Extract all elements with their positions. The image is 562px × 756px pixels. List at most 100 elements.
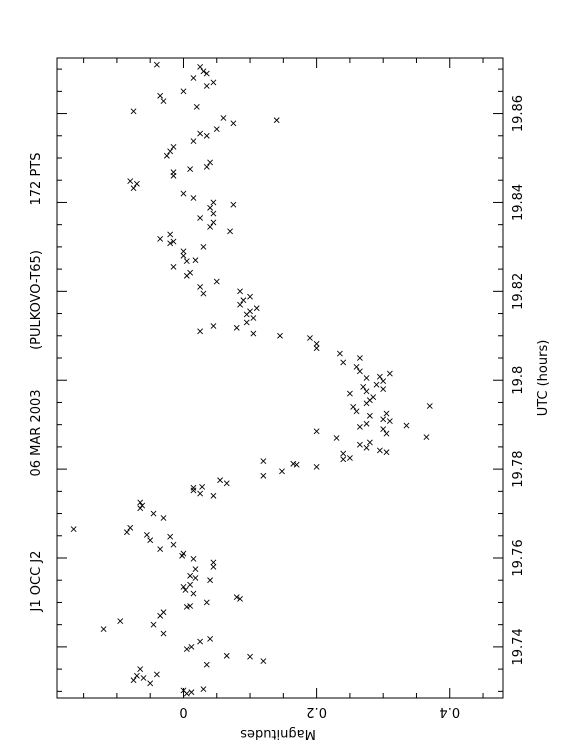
x-tick-label: 19.8 xyxy=(511,366,526,395)
data-point-marker xyxy=(140,675,147,681)
data-point-marker xyxy=(188,643,195,650)
x-tick-label: 19.76 xyxy=(511,539,526,576)
data-point-marker xyxy=(247,653,253,660)
data-point-marker xyxy=(157,92,164,99)
plot-frame xyxy=(56,57,504,699)
data-point-marker xyxy=(217,477,224,484)
data-point-marker xyxy=(180,190,187,197)
data-point-marker xyxy=(123,529,130,536)
data-point-marker xyxy=(117,618,124,625)
data-point-marker xyxy=(380,426,387,433)
data-point-marker xyxy=(366,412,373,419)
x-tick-label: 19.86 xyxy=(511,95,526,132)
y-axis-label: Magnitudes xyxy=(240,726,316,741)
data-point-marker xyxy=(190,138,197,145)
data-point-marker xyxy=(203,163,210,170)
data-point-marker xyxy=(360,383,367,390)
data-point-marker xyxy=(223,652,230,659)
data-point-marker xyxy=(383,410,390,417)
x-tick-label: 19.78 xyxy=(511,451,526,488)
data-point-marker xyxy=(180,248,187,255)
data-point-marker xyxy=(160,515,167,521)
data-point-marker xyxy=(373,381,380,388)
y-axis-ticks: 0 0.2 0.4 xyxy=(83,58,484,719)
data-point-marker xyxy=(160,609,167,616)
data-point-marker xyxy=(363,420,370,427)
data-point-marker xyxy=(356,441,363,448)
data-point-marker xyxy=(307,335,313,341)
data-point-marker xyxy=(167,240,174,247)
data-point-marker xyxy=(180,88,187,95)
title-observatory: (PULKOVO-T65) xyxy=(29,250,44,350)
data-point-marker xyxy=(363,388,370,395)
data-point-marker xyxy=(207,204,214,211)
data-point-marker xyxy=(147,680,154,687)
data-point-marker xyxy=(353,363,360,370)
y-tick-label: 0.4 xyxy=(439,704,460,719)
data-point-marker xyxy=(383,449,390,456)
data-point-marker xyxy=(403,422,410,429)
data-point-marker xyxy=(366,439,373,446)
data-point-marker xyxy=(313,428,320,435)
data-point-marker xyxy=(183,258,190,265)
data-point-marker xyxy=(210,199,217,206)
data-point-marker xyxy=(157,235,164,242)
data-point-marker xyxy=(386,370,393,377)
data-points xyxy=(70,61,433,697)
data-point-marker xyxy=(200,686,207,693)
title-block: J1 OCC J2 06 MAR 2003 (PULKOVO-T65) 172 … xyxy=(29,153,44,613)
data-point-marker xyxy=(207,223,214,230)
data-point-marker xyxy=(253,305,260,312)
data-point-marker xyxy=(192,566,199,573)
data-point-marker xyxy=(187,572,194,579)
data-point-marker xyxy=(190,487,197,494)
data-point-marker xyxy=(143,531,150,538)
data-point-marker xyxy=(192,575,199,581)
data-point-marker xyxy=(213,126,220,133)
data-point-marker xyxy=(250,330,257,337)
data-point-marker xyxy=(279,468,285,475)
data-point-marker xyxy=(350,403,357,410)
data-point-marker xyxy=(170,169,177,176)
data-point-marker xyxy=(380,378,387,385)
data-point-marker xyxy=(163,152,170,159)
data-point-marker xyxy=(197,215,204,221)
data-point-marker xyxy=(130,108,137,115)
data-point-marker xyxy=(203,70,210,77)
data-point-marker xyxy=(363,375,370,381)
data-point-marker xyxy=(240,297,247,304)
data-point-marker xyxy=(170,143,177,150)
data-point-marker xyxy=(290,460,297,467)
data-point-marker xyxy=(197,328,204,335)
data-point-marker xyxy=(133,672,140,679)
data-point-marker xyxy=(182,587,189,593)
data-point-marker xyxy=(313,345,320,352)
data-point-marker xyxy=(250,315,257,321)
data-point-marker xyxy=(210,492,217,499)
data-point-marker xyxy=(227,228,233,235)
data-point-marker xyxy=(137,499,144,506)
data-point-marker xyxy=(160,98,167,105)
data-point-marker xyxy=(223,480,230,487)
data-point-marker xyxy=(192,257,199,264)
data-point-marker xyxy=(190,75,197,81)
data-point-marker xyxy=(190,555,197,562)
data-point-marker xyxy=(380,386,387,393)
data-point-marker xyxy=(340,450,347,457)
data-point-marker xyxy=(210,79,217,86)
data-point-marker xyxy=(313,340,320,347)
data-point-marker xyxy=(210,219,217,226)
data-point-marker xyxy=(190,590,197,597)
data-point-marker xyxy=(353,408,360,415)
x-tick-label: 19.74 xyxy=(511,628,526,665)
data-point-marker xyxy=(200,68,207,75)
data-point-marker xyxy=(380,416,387,423)
data-point-marker xyxy=(199,483,206,490)
data-point-marker xyxy=(260,472,267,479)
data-point-marker xyxy=(230,201,237,208)
data-point-marker xyxy=(130,185,137,192)
data-point-marker xyxy=(153,61,160,68)
data-point-marker xyxy=(356,368,363,375)
data-point-marker xyxy=(200,290,207,297)
x-axis-label: UTC (hours) xyxy=(536,340,551,417)
